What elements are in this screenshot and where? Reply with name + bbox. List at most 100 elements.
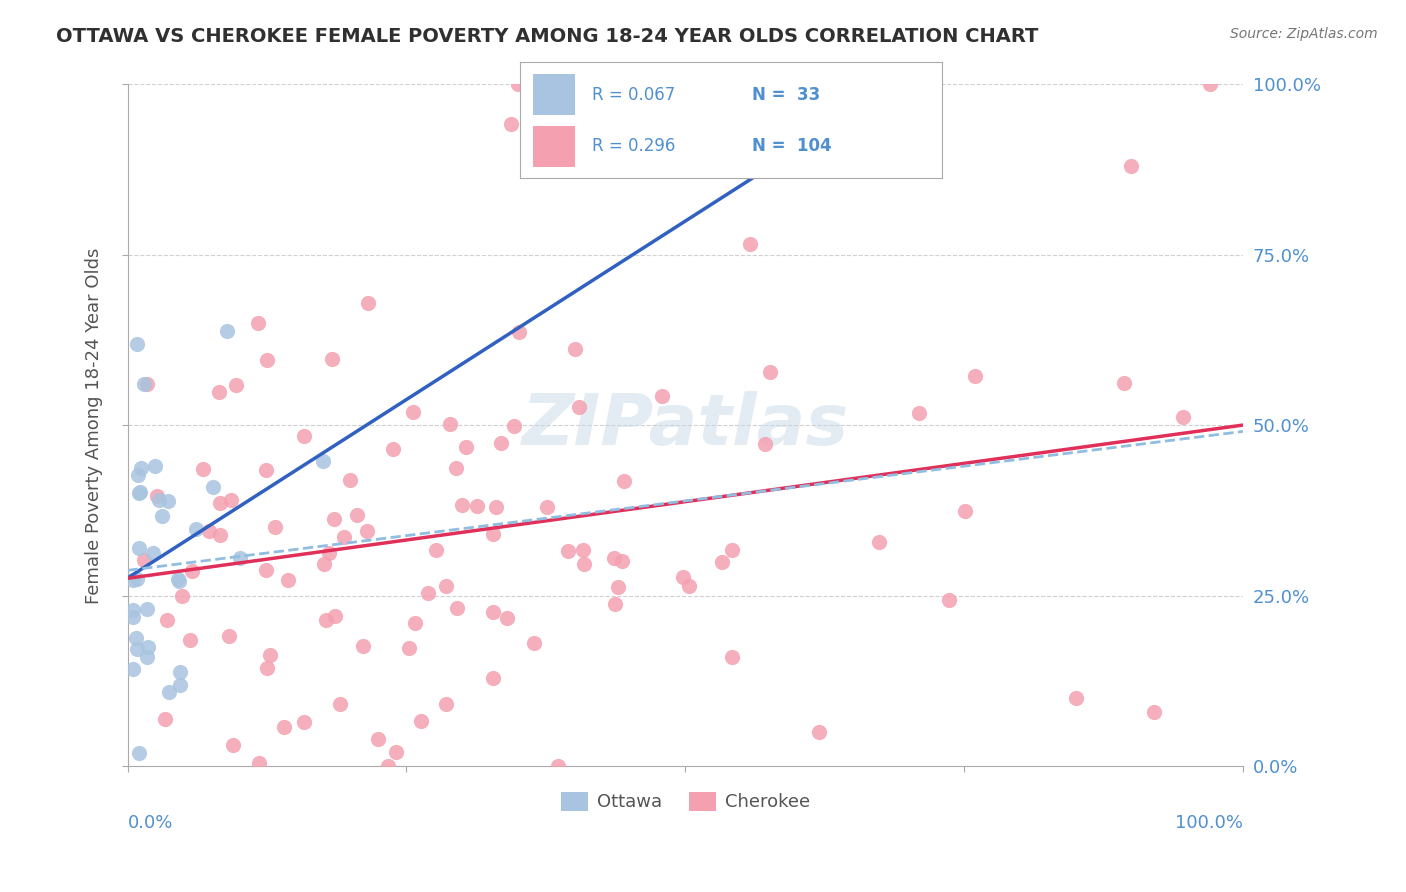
Point	[125, 336, 148, 351]
Point	[259, 648, 281, 662]
Point	[153, 713, 176, 727]
Point	[339, 473, 361, 487]
Point	[404, 615, 426, 630]
Point	[613, 474, 636, 488]
Point	[402, 405, 425, 419]
Point	[758, 365, 780, 379]
Point	[132, 553, 155, 567]
Point	[127, 468, 149, 483]
Point	[938, 593, 960, 607]
Point	[965, 369, 987, 384]
Point	[1171, 410, 1194, 425]
Point	[1114, 376, 1136, 390]
Point	[193, 462, 215, 476]
Point	[603, 597, 626, 611]
Point	[482, 605, 505, 619]
Legend: Ottawa, Cherokee: Ottawa, Cherokee	[554, 785, 817, 819]
Point	[156, 494, 179, 508]
Point	[277, 573, 299, 587]
Point	[129, 460, 152, 475]
Point	[450, 498, 472, 512]
Point	[181, 564, 204, 578]
Point	[602, 551, 624, 566]
Text: OTTAWA VS CHEROKEE FEMALE POVERTY AMONG 18-24 YEAR OLDS CORRELATION CHART: OTTAWA VS CHEROKEE FEMALE POVERTY AMONG …	[56, 27, 1039, 45]
Point	[710, 555, 733, 569]
Point	[377, 759, 399, 773]
Point	[409, 714, 432, 729]
Point	[610, 554, 633, 568]
Point	[122, 602, 145, 616]
Point	[135, 650, 157, 665]
Point	[425, 542, 447, 557]
Point	[169, 665, 191, 680]
Point	[536, 500, 558, 514]
Point	[209, 528, 232, 542]
Point	[607, 580, 630, 594]
Point	[247, 316, 270, 330]
Point	[382, 442, 405, 456]
Point	[571, 542, 593, 557]
Point	[482, 526, 505, 541]
Point	[322, 512, 344, 526]
Point	[720, 543, 742, 558]
Point	[356, 524, 378, 539]
Point	[208, 384, 231, 399]
Point	[557, 544, 579, 558]
Point	[218, 629, 240, 643]
Point	[496, 611, 519, 625]
Point	[329, 697, 352, 711]
Point	[503, 418, 526, 433]
Point	[150, 508, 173, 523]
Text: R = 0.296: R = 0.296	[592, 137, 675, 155]
Point	[868, 535, 890, 549]
Point	[148, 493, 170, 508]
Point	[128, 746, 150, 760]
Point	[321, 351, 343, 366]
Point	[398, 641, 420, 656]
Point	[254, 563, 277, 577]
Point	[738, 236, 761, 251]
Text: 0.0%: 0.0%	[128, 814, 173, 832]
Point	[367, 731, 389, 746]
Point	[254, 463, 277, 477]
Point	[333, 530, 356, 544]
FancyBboxPatch shape	[533, 74, 575, 114]
Point	[446, 461, 468, 475]
Point	[256, 661, 278, 675]
Point	[125, 572, 148, 586]
Point	[292, 428, 315, 442]
Point	[136, 640, 159, 655]
Point	[434, 697, 457, 711]
Point	[508, 326, 530, 340]
Point	[273, 721, 295, 735]
Point	[202, 480, 225, 494]
Point	[229, 550, 252, 565]
Point	[672, 570, 695, 584]
Point	[1143, 705, 1166, 719]
Point	[346, 508, 368, 522]
Text: N =  33: N = 33	[752, 86, 821, 103]
Point	[485, 500, 508, 514]
Point	[1198, 78, 1220, 92]
Point	[142, 546, 165, 560]
Text: R = 0.067: R = 0.067	[592, 86, 675, 103]
Point	[678, 579, 700, 593]
Point	[323, 609, 346, 624]
Text: ZIPatlas: ZIPatlas	[522, 391, 849, 460]
Point	[292, 715, 315, 730]
Point	[572, 557, 595, 571]
Point	[385, 745, 408, 759]
Point	[157, 685, 180, 699]
Point	[1121, 159, 1143, 173]
Text: 100.0%: 100.0%	[1175, 814, 1243, 832]
Point	[754, 437, 776, 451]
Point	[208, 496, 231, 510]
Point	[482, 671, 505, 685]
Point	[465, 499, 488, 513]
Point	[506, 78, 529, 92]
Point	[547, 759, 569, 773]
Point	[953, 504, 976, 518]
Point	[167, 574, 190, 588]
Point	[135, 377, 157, 392]
Point	[125, 642, 148, 657]
